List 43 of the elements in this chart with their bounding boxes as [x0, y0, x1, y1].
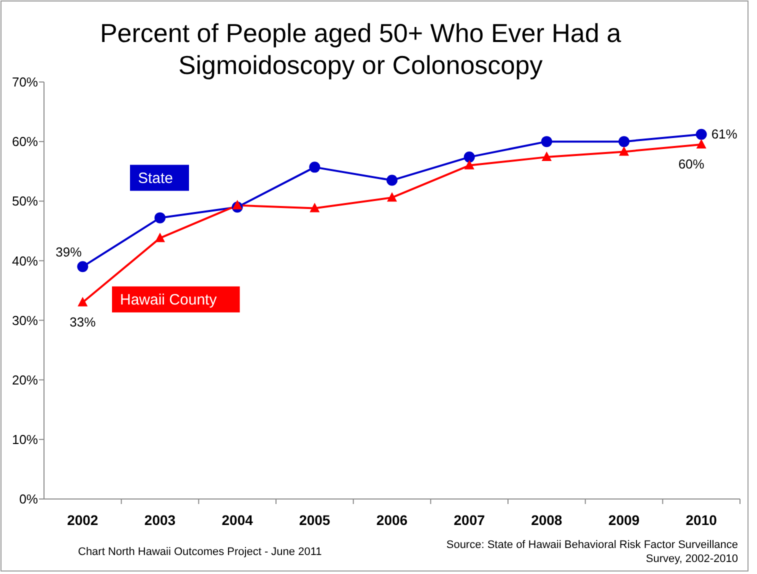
point [542, 152, 552, 162]
text: Chart North Hawaii Outcomes Project - June 2011 [78, 546, 322, 558]
point [310, 202, 320, 212]
y-tick-label: 60% [12, 134, 38, 150]
x-tick-label: 2010 [686, 512, 718, 528]
source-note: Source: State of Hawaii Behavioral Risk Factor Surveillance Survey, 2002-2010 [446, 539, 738, 565]
y-tick-label: 50% [12, 194, 38, 209]
x-tick-label: 2002 [67, 512, 98, 528]
point [464, 160, 474, 170]
data-label: 60% [678, 156, 705, 172]
x-tick-label: 2008 [531, 512, 562, 528]
point [154, 212, 166, 224]
y-tick-label: 0% [19, 492, 38, 507]
y-tick-label: 10% [12, 432, 38, 447]
data-label: 39% [56, 244, 82, 260]
x-tick-label: 2004 [222, 512, 254, 528]
y-tick-label: 20% [12, 372, 38, 388]
point [387, 192, 397, 202]
x-tick-label: 2003 [144, 512, 176, 528]
point [696, 139, 706, 149]
point [541, 136, 552, 148]
y-tick-label: 70% [12, 74, 38, 90]
x-tick-label: 2006 [376, 512, 408, 528]
y-tick-label: 40% [12, 253, 38, 268]
point [77, 261, 88, 272]
point [696, 128, 707, 140]
series-label: State [138, 170, 174, 187]
point [155, 232, 165, 242]
x-tick-label: 2005 [299, 512, 330, 528]
point [309, 162, 320, 173]
data-label: 33% [70, 314, 96, 330]
point [232, 200, 242, 210]
x-tick-label: 2009 [608, 512, 640, 528]
chart-title: Percent of People aged 50+ Who Ever Had a Sigmoidoscopy or Colonoscopy [100, 18, 622, 80]
point [619, 146, 629, 156]
series-label: Hawaii County [120, 291, 218, 308]
point [78, 296, 88, 306]
y-tick-label: 30% [12, 312, 38, 328]
point [464, 152, 475, 163]
point [618, 136, 630, 148]
point [386, 174, 398, 186]
x-tick-label: 2007 [454, 512, 486, 528]
data-label: 61% [711, 126, 738, 142]
